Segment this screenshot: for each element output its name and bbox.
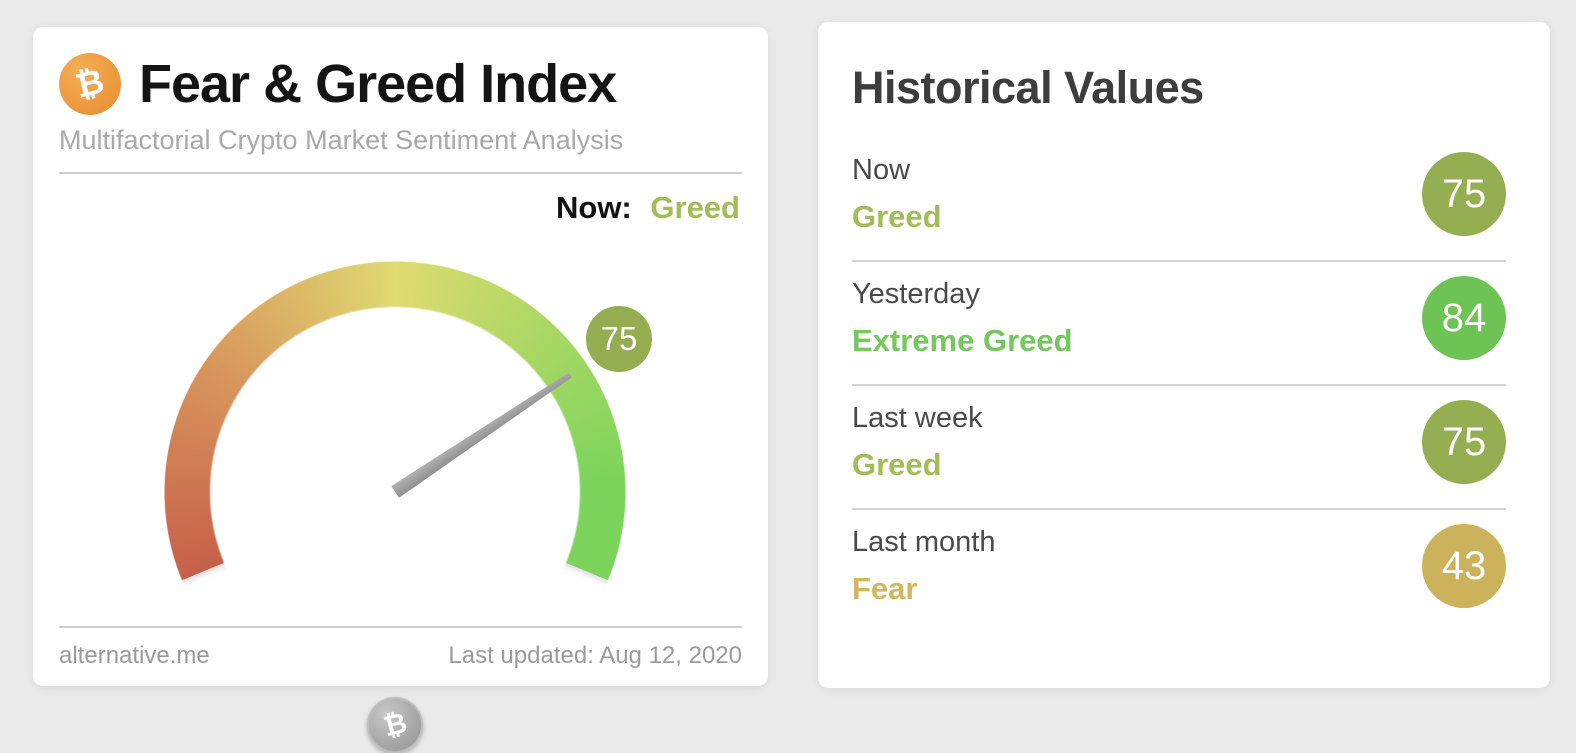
historical-row-yesterday: Yesterday Extreme Greed 84	[852, 260, 1506, 384]
last-updated-text: Last updated: Aug 12, 2020	[448, 642, 742, 669]
row-period-label: Last week	[852, 401, 983, 434]
historical-rows: Now Greed 75 Yesterday Extreme Greed 84 …	[852, 138, 1506, 632]
value-badge: 84	[1422, 276, 1506, 360]
historical-row-last-week: Last week Greed 75	[852, 384, 1506, 508]
fear-greed-card: ₿ Fear & Greed Index Multifactorial Cryp…	[33, 27, 768, 753]
historical-row-now: Now Greed 75	[852, 138, 1506, 260]
gauge-value-badge: 75	[586, 306, 652, 372]
bitcoin-glyph: ₿	[380, 706, 410, 743]
now-label: Now:	[556, 190, 632, 225]
value-badge: 75	[1422, 400, 1506, 484]
gauge-pivot-bitcoin-icon: ₿	[367, 697, 423, 753]
historical-row-last-month: Last month Fear 43	[852, 508, 1506, 632]
historical-title: Historical Values	[852, 62, 1204, 113]
row-period-label: Yesterday	[852, 277, 980, 310]
header-divider	[59, 172, 742, 174]
bitcoin-glyph: ₿	[71, 62, 109, 106]
card-footer: alternative.me Last updated: Aug 12, 202…	[59, 626, 742, 670]
footer-divider	[59, 626, 742, 628]
current-sentiment-line: Now: Greed	[33, 190, 740, 226]
card-subtitle: Multifactorial Crypto Market Sentiment A…	[59, 125, 624, 155]
row-classification: Fear	[852, 570, 918, 606]
site-link[interactable]: alternative.me	[59, 642, 210, 669]
card-title: Fear & Greed Index	[139, 54, 617, 114]
historical-values-card: Historical Values Now Greed 75 Yesterday…	[818, 22, 1550, 688]
row-classification: Greed	[852, 198, 942, 234]
card-header: ₿ Fear & Greed Index	[33, 27, 768, 115]
bitcoin-icon: ₿	[59, 53, 121, 115]
now-classification: Greed	[650, 190, 740, 225]
row-period-label: Now	[852, 153, 911, 186]
value-badge: 75	[1422, 152, 1506, 236]
value-badge: 43	[1422, 524, 1506, 608]
row-classification: Extreme Greed	[852, 322, 1073, 358]
row-period-label: Last month	[852, 525, 996, 558]
row-classification: Greed	[852, 446, 942, 482]
